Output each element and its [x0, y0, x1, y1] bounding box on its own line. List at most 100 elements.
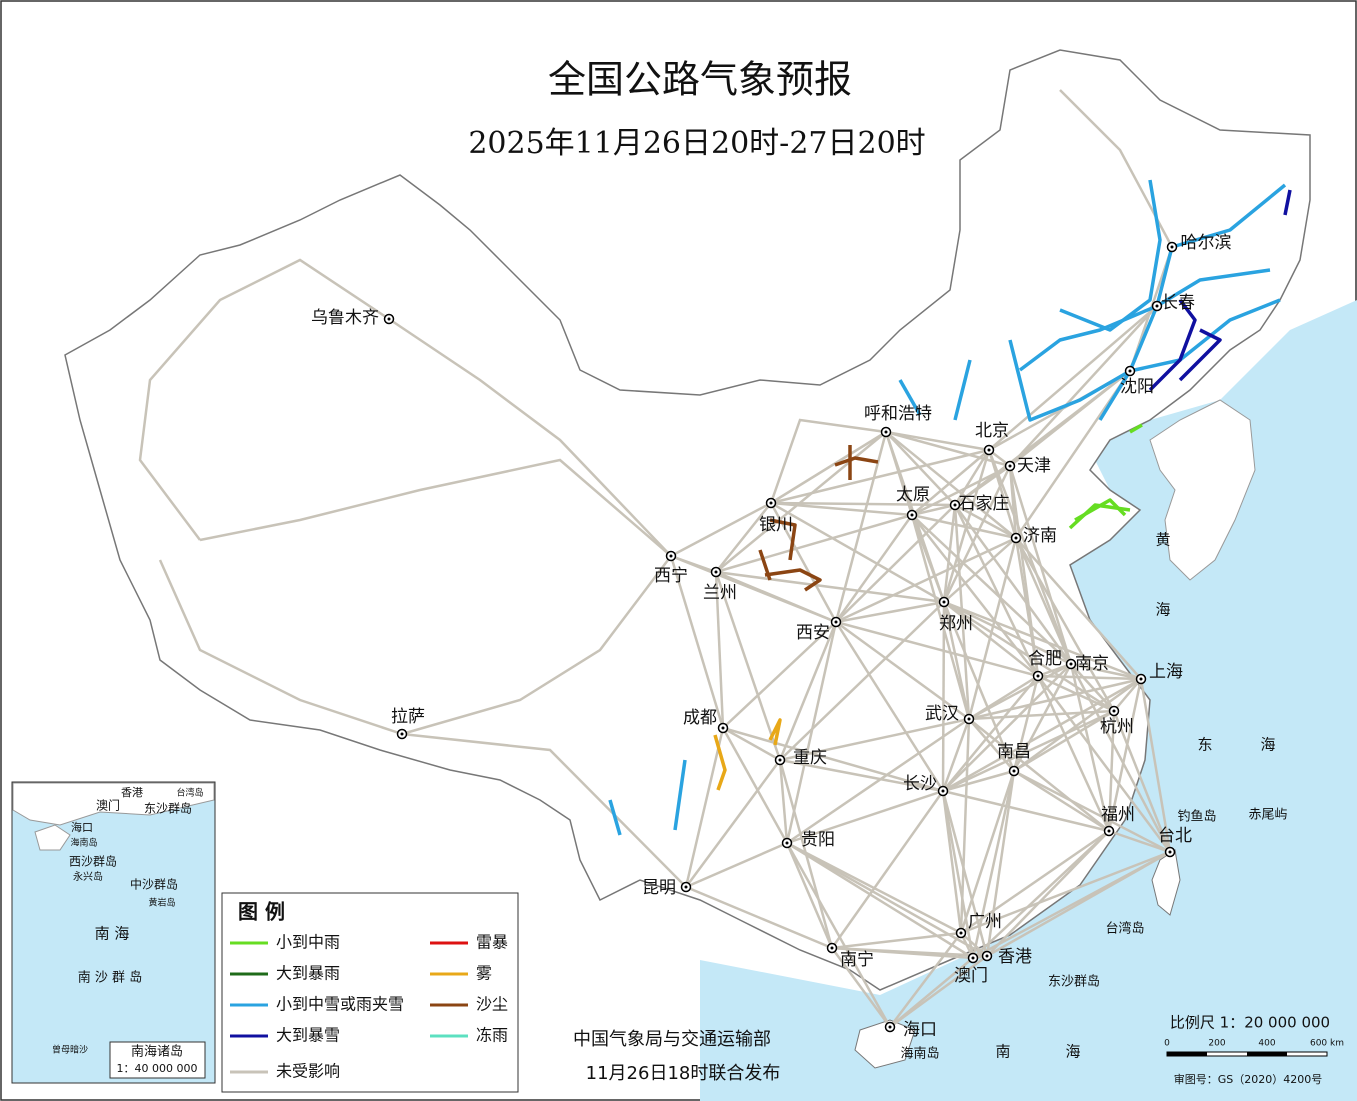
road [1139, 678, 1172, 853]
road [1014, 537, 1073, 665]
road [910, 514, 971, 720]
city-label: 杭州 [1100, 717, 1134, 737]
city-dot-center [1170, 245, 1174, 249]
city-dot-center [1012, 769, 1016, 773]
weather-road [1178, 328, 1222, 382]
weather-road [834, 456, 879, 467]
road [715, 502, 772, 573]
road [1112, 710, 1172, 853]
road [835, 600, 945, 624]
place-label: 钓鱼岛 [1177, 809, 1216, 825]
hainan [854, 1019, 916, 1069]
road [769, 418, 887, 504]
road [972, 850, 1171, 960]
road [138, 258, 390, 541]
city-label: 济南 [1023, 526, 1057, 546]
road [835, 536, 1017, 624]
road [778, 621, 838, 761]
road [985, 770, 1016, 957]
weather-road [758, 549, 772, 581]
inset-label: 中沙群岛 [130, 877, 178, 892]
issue-time: 11月26日18时联合发布 [586, 1063, 781, 1084]
city-label: 拉萨 [391, 707, 425, 727]
issuer: 中国气象局与交通运输部 [573, 1029, 771, 1050]
inset-label: 曾母暗沙 [52, 1044, 88, 1056]
inset-label: 南 海 [95, 925, 130, 943]
road [972, 830, 1110, 959]
city-dot-center [953, 503, 957, 507]
road [779, 758, 944, 793]
inset-label: 黄岩岛 [148, 897, 175, 909]
road [778, 759, 789, 844]
city-label: 南宁 [840, 950, 874, 970]
approval: 审图号：GS（2020）4200号 [1174, 1072, 1323, 1086]
city-dot-center [778, 758, 782, 762]
city-label: 福州 [1101, 805, 1135, 825]
inset-label: 海南岛 [70, 837, 97, 849]
city-label: 贵阳 [801, 830, 835, 850]
city-dot-center [1155, 304, 1159, 308]
road [401, 732, 687, 888]
road [943, 537, 1017, 603]
road [715, 570, 945, 604]
road [943, 600, 1142, 681]
road [941, 718, 971, 792]
road [770, 501, 945, 604]
city-label: 长沙 [903, 774, 937, 794]
road [684, 759, 782, 888]
road [785, 842, 834, 949]
road [968, 709, 1115, 721]
road [885, 430, 1011, 468]
city-label: 呼和浩特 [864, 404, 932, 424]
inset-land [12, 782, 215, 826]
road [942, 663, 1072, 792]
road [911, 503, 956, 517]
city-label: 北京 [975, 421, 1009, 441]
road [770, 501, 913, 517]
scale-tick: 600 km [1310, 1039, 1344, 1049]
road [1013, 709, 1115, 773]
inset-hainan [34, 824, 71, 851]
road [1009, 305, 1158, 467]
city-label: 长春 [1161, 293, 1195, 313]
road [830, 790, 945, 949]
inset-label: 澳门 [96, 798, 120, 813]
road [953, 504, 1040, 677]
city-label: 澳门 [954, 966, 988, 986]
road [834, 514, 914, 623]
road [714, 571, 782, 761]
road [954, 370, 1131, 506]
scale-bar-seg [1247, 1052, 1287, 1056]
road [1015, 537, 1142, 680]
road [987, 449, 1073, 665]
road [770, 501, 956, 507]
road [831, 931, 962, 950]
city-dot-center [884, 430, 888, 434]
sea-label: 黄 [1155, 531, 1170, 549]
road [1013, 769, 1171, 854]
road [960, 829, 1110, 935]
inset-label: 西沙群岛 [69, 854, 117, 869]
road [685, 885, 833, 950]
road [942, 504, 957, 603]
road [911, 514, 1072, 665]
road [942, 677, 1142, 793]
city-dot-center [400, 732, 404, 736]
sea-label: 海 [1065, 1043, 1080, 1061]
road [943, 600, 1072, 666]
weather-road [1008, 339, 1131, 422]
city-dot-center [888, 1025, 892, 1029]
weather-road [898, 379, 922, 416]
sea-label: 海 [1155, 601, 1170, 619]
city-label: 沈阳 [1120, 377, 1154, 397]
road [388, 317, 672, 557]
city-dot-center [985, 954, 989, 958]
city-label: 南京 [1075, 654, 1109, 674]
title: 全国公路气象预报 [548, 58, 852, 102]
city-dot-center [1014, 536, 1018, 540]
road [1070, 662, 1142, 681]
city-dot-center [942, 600, 946, 604]
legend-label: 雷暴 [476, 933, 508, 952]
city-dot-center [769, 501, 773, 505]
city-label: 广州 [968, 912, 1002, 932]
